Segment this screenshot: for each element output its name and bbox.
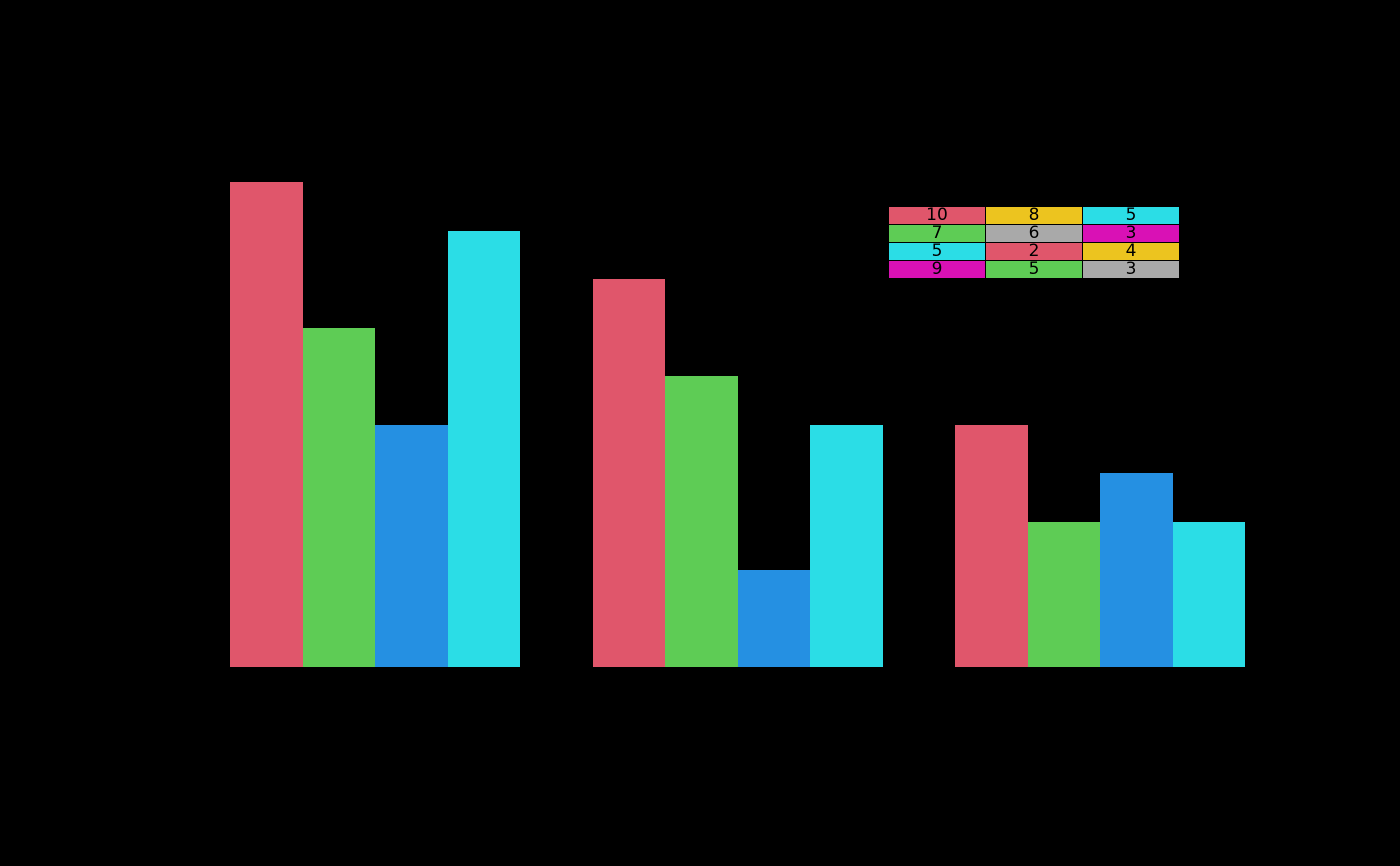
value-table-cell-r4-c2: 5	[985, 260, 1083, 279]
value-table-cell-r4-c3: 3	[1082, 260, 1180, 279]
bar-series-4-group-1	[447, 230, 520, 667]
value-table-body: 10 8 5 7 6 3 5 2 4 9 5 3	[888, 206, 1180, 279]
value-table-cell-r2-c3: 3	[1082, 224, 1180, 243]
value-table-row-1: 10 8 5	[888, 206, 1180, 225]
value-table-cell-r1-c3: 5	[1082, 206, 1180, 225]
value-table-cell-r2-c1: 7	[888, 224, 986, 243]
value-table-cell-r3-c1: 5	[888, 242, 986, 261]
bar-series-4-group-3	[1172, 521, 1245, 667]
bar-series-1-group-2	[592, 279, 665, 667]
bar-series-2-group-2	[665, 376, 738, 667]
value-table-cell-r1-c1: 10	[888, 206, 986, 225]
bar-series-2-group-1	[302, 327, 375, 667]
bar-series-3-group-2	[737, 570, 810, 667]
bar-series-1-group-3	[955, 424, 1028, 667]
bar-series-4-group-2	[810, 424, 883, 667]
bar-series-1-group-1	[230, 182, 303, 667]
value-table-cell-r1-c2: 8	[985, 206, 1083, 225]
value-table-cell-r3-c3: 4	[1082, 242, 1180, 261]
bar-group-1	[230, 182, 520, 667]
bar-series-3-group-1	[375, 424, 448, 667]
bar-series-2-group-3	[1027, 521, 1100, 667]
value-table-cell-r4-c1: 9	[888, 260, 986, 279]
bar-group-2	[592, 182, 883, 667]
value-table-cell-r3-c2: 2	[985, 242, 1083, 261]
bar-series-3-group-3	[1100, 473, 1173, 667]
value-table: 10 8 5 7 6 3 5 2 4 9 5 3	[888, 206, 1180, 279]
bar-group-3	[955, 182, 1245, 667]
value-table-cell-r2-c2: 6	[985, 224, 1083, 243]
plot-area	[230, 182, 1245, 667]
